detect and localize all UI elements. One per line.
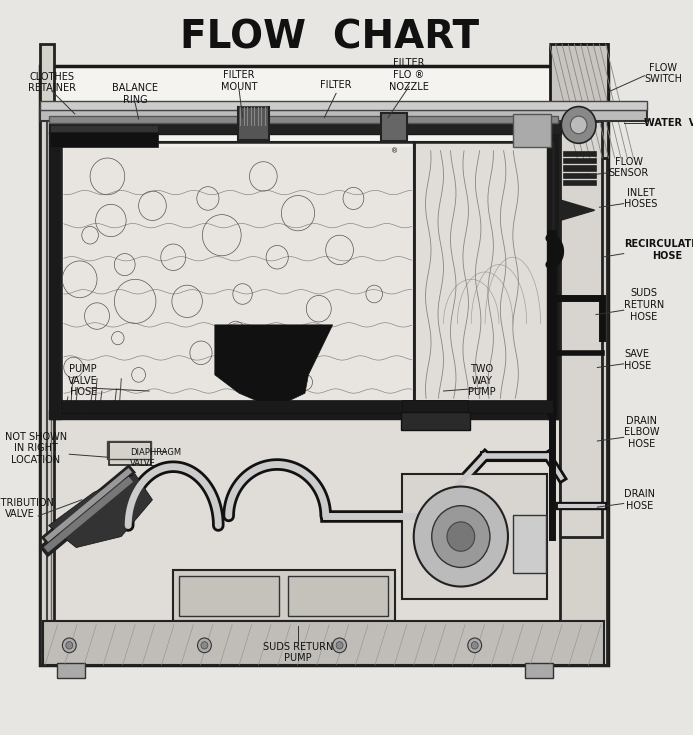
Polygon shape [49, 474, 152, 548]
Text: FILTER
FLO ®
NOZZLE: FILTER FLO ® NOZZLE [389, 58, 429, 92]
Text: FLOW
SENSOR: FLOW SENSOR [608, 157, 649, 179]
Bar [288, 576, 388, 616]
Bar [563, 173, 596, 178]
Bar [49, 132, 61, 419]
Text: CLOTHES
RETAINER: CLOTHES RETAINER [28, 71, 76, 93]
Text: BALANCE
RING: BALANCE RING [112, 83, 158, 105]
Text: FILTER: FILTER [320, 79, 352, 90]
Bar [49, 116, 558, 123]
Circle shape [62, 638, 76, 653]
Bar [563, 151, 596, 156]
Circle shape [561, 107, 596, 143]
Bar [64, 147, 412, 408]
Bar [513, 514, 546, 573]
Polygon shape [215, 325, 333, 408]
Bar [563, 180, 596, 185]
Bar [50, 131, 158, 147]
Bar [49, 410, 561, 419]
Bar [43, 415, 604, 625]
Text: FLOW  CHART: FLOW CHART [179, 18, 479, 57]
Bar [560, 121, 602, 537]
Text: SAVE
HOSE: SAVE HOSE [624, 349, 651, 371]
Circle shape [570, 116, 587, 134]
Circle shape [198, 638, 211, 653]
Circle shape [468, 638, 482, 653]
Text: TWO
WAY
PUMP: TWO WAY PUMP [468, 364, 495, 398]
Text: INLET
HOSES: INLET HOSES [624, 187, 657, 209]
Text: SUDS
RETURN
HOSE: SUDS RETURN HOSE [624, 288, 664, 322]
Circle shape [333, 638, 346, 653]
Circle shape [414, 487, 508, 587]
Bar [49, 123, 561, 134]
Circle shape [447, 522, 475, 551]
Bar [563, 158, 596, 163]
Bar [550, 44, 608, 158]
Bar [563, 165, 596, 171]
Text: FLOW
SWITCH: FLOW SWITCH [644, 62, 683, 85]
Circle shape [432, 506, 490, 567]
Bar [61, 400, 553, 413]
Polygon shape [560, 200, 595, 220]
Text: ®: ® [391, 148, 398, 154]
Bar [40, 110, 647, 121]
Bar [40, 44, 54, 665]
Text: RECIRCULATION
HOSE: RECIRCULATION HOSE [624, 239, 693, 261]
Bar [173, 570, 395, 621]
Circle shape [471, 642, 478, 649]
Bar [402, 474, 547, 599]
Bar [50, 125, 158, 132]
Bar [239, 106, 267, 126]
Bar [414, 142, 553, 410]
Text: WATER  VALVES: WATER VALVES [644, 118, 693, 129]
Circle shape [336, 642, 343, 649]
Text: DRAIN
ELBOW
HOSE: DRAIN ELBOW HOSE [624, 415, 659, 449]
Bar [61, 142, 414, 410]
Text: DRAIN
HOSE: DRAIN HOSE [624, 489, 655, 511]
Bar [560, 44, 607, 665]
Bar [40, 66, 608, 665]
Bar [547, 132, 560, 419]
Bar [43, 621, 604, 665]
Text: PUMP
VALVE
HOSE: PUMP VALVE HOSE [69, 364, 98, 398]
Text: SUDS RETURN
PUMP: SUDS RETURN PUMP [263, 642, 333, 664]
Bar [402, 400, 468, 415]
Bar [109, 442, 151, 465]
Bar [513, 114, 551, 147]
Bar [179, 576, 279, 616]
Bar [414, 142, 553, 410]
Text: FILTER
MOUNT: FILTER MOUNT [221, 70, 257, 92]
Bar [57, 663, 85, 678]
Bar [40, 101, 647, 110]
Text: NOT SHOWN
IN RIGHT
LOCATION: NOT SHOWN IN RIGHT LOCATION [5, 431, 67, 465]
Bar [525, 663, 553, 678]
Bar [107, 441, 151, 459]
Text: DISTRIBUTION
VALVE: DISTRIBUTION VALVE [0, 498, 54, 520]
Bar [61, 142, 414, 410]
Text: DIAPHRAGM
VALVE: DIAPHRAGM VALVE [130, 448, 182, 467]
Bar [401, 412, 470, 430]
Circle shape [201, 642, 208, 649]
Bar [238, 107, 269, 140]
Circle shape [66, 642, 73, 649]
Bar [381, 113, 407, 141]
